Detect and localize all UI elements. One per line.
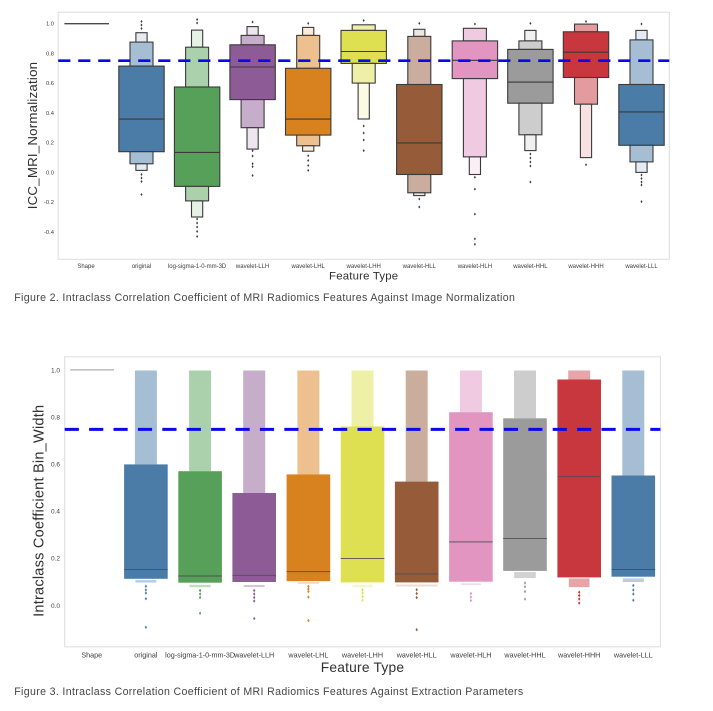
svg-text:wavelet-LHL: wavelet-LHL bbox=[287, 651, 328, 660]
svg-text:1.0: 1.0 bbox=[51, 367, 60, 374]
svg-text:-0.4: -0.4 bbox=[44, 230, 55, 236]
svg-text:wavelet-HHL: wavelet-HHL bbox=[512, 264, 548, 270]
svg-text:Feature Type: Feature Type bbox=[329, 271, 398, 283]
svg-text:Shape: Shape bbox=[77, 264, 95, 270]
svg-text:0.8: 0.8 bbox=[51, 415, 60, 422]
svg-text:0.0: 0.0 bbox=[46, 170, 54, 176]
svg-text:wavelet-LHH: wavelet-LHH bbox=[341, 651, 383, 660]
svg-text:original: original bbox=[134, 651, 158, 660]
svg-text:Figure 3. Intraclass Correlati: Figure 3. Intraclass Correlation Coeffic… bbox=[14, 686, 523, 698]
svg-text:Shape: Shape bbox=[81, 651, 102, 660]
svg-text:wavelet-HHH: wavelet-HHH bbox=[567, 264, 603, 270]
svg-text:0.2: 0.2 bbox=[51, 556, 60, 563]
svg-text:0.4: 0.4 bbox=[46, 111, 55, 117]
svg-text:wavelet-LLL: wavelet-LLL bbox=[613, 651, 653, 660]
svg-text:wavelet-HLL: wavelet-HLL bbox=[402, 264, 437, 270]
svg-text:wavelet-LHH: wavelet-LHH bbox=[346, 264, 381, 270]
svg-text:original: original bbox=[132, 264, 151, 270]
svg-text:wavelet-LLL: wavelet-LLL bbox=[624, 264, 658, 270]
svg-text:wavelet-HLH: wavelet-HLH bbox=[449, 651, 491, 660]
svg-text:1.0: 1.0 bbox=[46, 22, 54, 28]
svg-text:wavelet-LLH: wavelet-LLH bbox=[235, 264, 269, 270]
svg-text:0.8: 0.8 bbox=[46, 51, 54, 57]
svg-text:log-sigma-1-0-mm-3D: log-sigma-1-0-mm-3D bbox=[168, 264, 227, 270]
svg-text:-0.2: -0.2 bbox=[44, 200, 54, 206]
svg-text:Figure 2. Intraclass Correlati: Figure 2. Intraclass Correlation Coeffic… bbox=[14, 292, 515, 304]
svg-text:0.2: 0.2 bbox=[46, 141, 54, 147]
svg-text:wavelet-LLH: wavelet-LLH bbox=[233, 651, 274, 660]
svg-text:wavelet-HLH: wavelet-HLH bbox=[457, 264, 492, 270]
svg-text:0.6: 0.6 bbox=[46, 81, 54, 87]
svg-text:ICC_MRI_Normalization: ICC_MRI_Normalization bbox=[25, 62, 40, 210]
svg-text:Intraclass Coefficient Bin_Wid: Intraclass Coefficient Bin_Width bbox=[32, 405, 48, 617]
svg-text:wavelet-HHH: wavelet-HHH bbox=[557, 651, 600, 660]
svg-text:0.6: 0.6 bbox=[51, 462, 60, 469]
svg-text:Feature Type: Feature Type bbox=[321, 660, 405, 675]
svg-text:0.4: 0.4 bbox=[51, 509, 60, 516]
svg-text:log-sigma-1-0-mm-3D: log-sigma-1-0-mm-3D bbox=[165, 651, 235, 660]
svg-text:wavelet-HHL: wavelet-HHL bbox=[503, 651, 545, 660]
svg-text:0.0: 0.0 bbox=[51, 603, 60, 610]
svg-text:wavelet-HLL: wavelet-HLL bbox=[396, 651, 437, 660]
svg-text:wavelet-LHL: wavelet-LHL bbox=[291, 264, 326, 270]
